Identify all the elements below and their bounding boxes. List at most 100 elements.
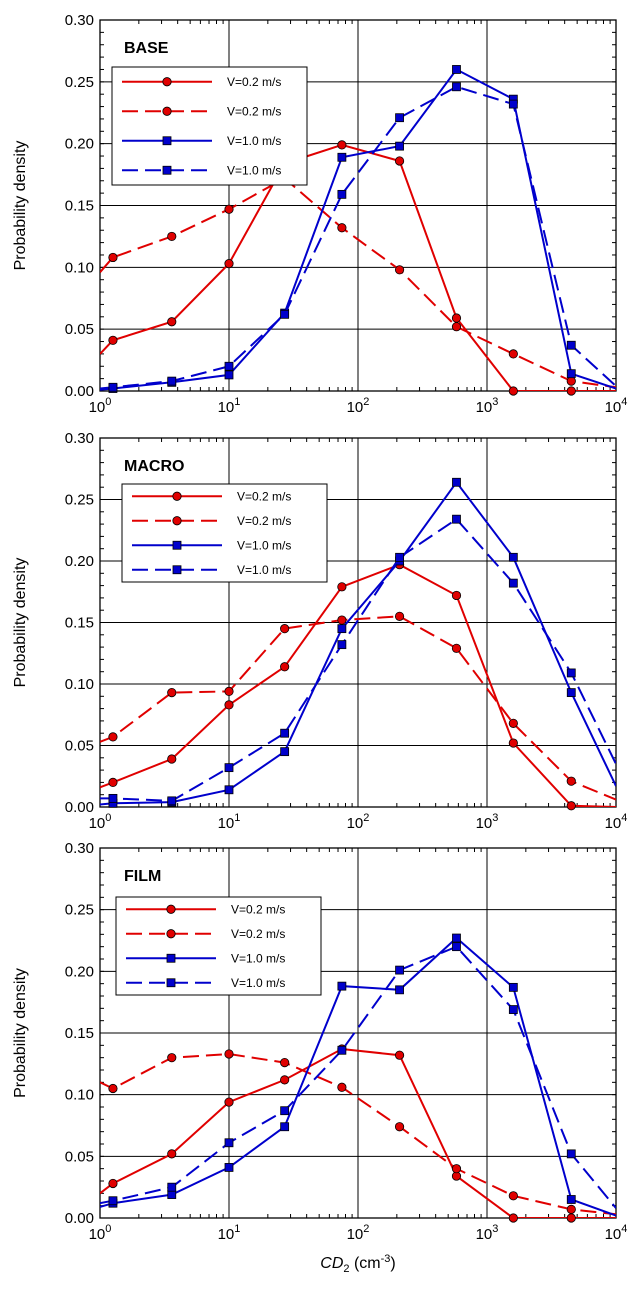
y-tick-label: 0.20	[65, 136, 94, 153]
data-point	[337, 1082, 347, 1092]
y-tick-label: 0.00	[65, 383, 94, 400]
data-point	[337, 223, 347, 233]
x-tick-label: 102	[347, 812, 370, 832]
legend: V=0.2 m/s V=0.2 m/s V=1.0 m/s V=1.0 m/s	[111, 66, 308, 186]
y-tick-label: 0.20	[65, 963, 94, 980]
data-point	[280, 309, 290, 319]
data-point	[394, 265, 405, 275]
data-point	[280, 1122, 290, 1132]
data-point	[167, 1053, 177, 1063]
y-tick-label: 0.05	[65, 1148, 94, 1165]
data-point	[224, 1097, 234, 1107]
y-tick-label: 0.10	[65, 259, 94, 276]
data-point	[395, 965, 404, 975]
data-point	[451, 1164, 462, 1174]
y-tick-label: 0.15	[65, 615, 94, 632]
legend-label: V=1.0 m/s	[227, 134, 281, 148]
y-tick-label: 0.25	[65, 492, 94, 509]
data-point	[508, 1191, 518, 1201]
x-tick-label: 100	[89, 1223, 112, 1243]
data-point	[167, 1182, 177, 1192]
y-tick-label: 0.10	[65, 1087, 94, 1104]
legend-marker	[166, 904, 176, 914]
x-tick-label: 104	[605, 1223, 628, 1243]
data-point	[108, 252, 118, 263]
data-point	[108, 1178, 118, 1189]
data-point	[280, 1058, 290, 1068]
y-tick-label: 0.30	[65, 12, 94, 29]
data-point	[566, 1204, 576, 1214]
data-point	[566, 1195, 576, 1204]
legend-label: V=1.0 m/s	[237, 563, 291, 577]
data-point	[224, 700, 234, 710]
data-point	[508, 982, 518, 992]
y-axis-label: Probability density	[12, 141, 29, 271]
y-axis-label: Probability density	[12, 968, 29, 1098]
data-point	[452, 477, 461, 487]
series-line-3	[100, 945, 616, 1209]
data-point	[395, 985, 404, 995]
x-tick-label: 100	[89, 396, 112, 416]
data-point	[452, 514, 461, 524]
data-point	[108, 382, 118, 392]
data-point	[337, 624, 347, 634]
data-point	[566, 369, 576, 379]
legend-label: V=0.2 m/s	[227, 75, 281, 89]
data-point	[566, 776, 576, 786]
data-point	[280, 624, 290, 634]
data-point	[508, 349, 518, 359]
chart-panel-film: 0.00 0.05 0.10 0.15 0.20 0.25 0.30 100 101 102 103…	[12, 840, 627, 1275]
data-point	[452, 942, 461, 952]
legend-marker	[162, 165, 172, 175]
data-point	[508, 1213, 518, 1223]
data-point	[337, 152, 347, 162]
legend-marker	[162, 136, 172, 146]
data-point	[451, 322, 462, 332]
data-point	[337, 615, 347, 625]
legend-box	[115, 896, 322, 996]
data-point	[167, 376, 177, 386]
data-point	[451, 643, 462, 653]
data-point	[167, 231, 177, 242]
data-point	[508, 578, 518, 588]
data-point	[167, 754, 177, 764]
x-tick-label: 101	[218, 1223, 241, 1243]
x-tick-label: 100	[89, 812, 112, 832]
data-point	[337, 189, 347, 199]
legend-marker	[172, 540, 182, 550]
legend-label: V=0.2 m/s	[237, 489, 291, 503]
x-tick-label: 103	[476, 396, 499, 416]
plot-frame	[99, 847, 617, 1219]
data-point	[395, 141, 404, 151]
data-point	[452, 65, 461, 74]
data-point	[167, 1190, 177, 1199]
data-point	[566, 1149, 576, 1159]
data-point	[280, 662, 290, 672]
data-point	[566, 376, 576, 386]
data-point	[337, 981, 347, 991]
y-tick-label: 0.00	[65, 1210, 94, 1227]
panel-title: FILM	[124, 868, 161, 885]
x-axis-label: CD2 (cm-3)	[320, 1253, 395, 1275]
y-tick-label: 0.00	[65, 799, 94, 816]
data-point	[224, 1049, 234, 1059]
x-tick-label: 101	[218, 812, 241, 832]
y-tick-label: 0.15	[65, 198, 94, 215]
data-point	[452, 82, 461, 92]
y-tick-label: 0.25	[65, 902, 94, 919]
legend-marker	[162, 77, 172, 87]
x-tick-label: 102	[347, 396, 370, 416]
data-point	[566, 688, 576, 698]
data-point	[566, 1213, 576, 1223]
data-point	[167, 1149, 177, 1159]
data-point	[337, 640, 347, 650]
data-point	[337, 582, 347, 592]
legend-box	[111, 66, 308, 186]
legend-label: V=1.0 m/s	[231, 951, 285, 965]
data-point	[224, 259, 234, 269]
data-point	[566, 386, 576, 396]
legend-label: V=1.0 m/s	[231, 976, 285, 990]
data-point	[108, 1083, 118, 1094]
data-point	[337, 140, 347, 150]
legend-marker	[172, 491, 182, 501]
